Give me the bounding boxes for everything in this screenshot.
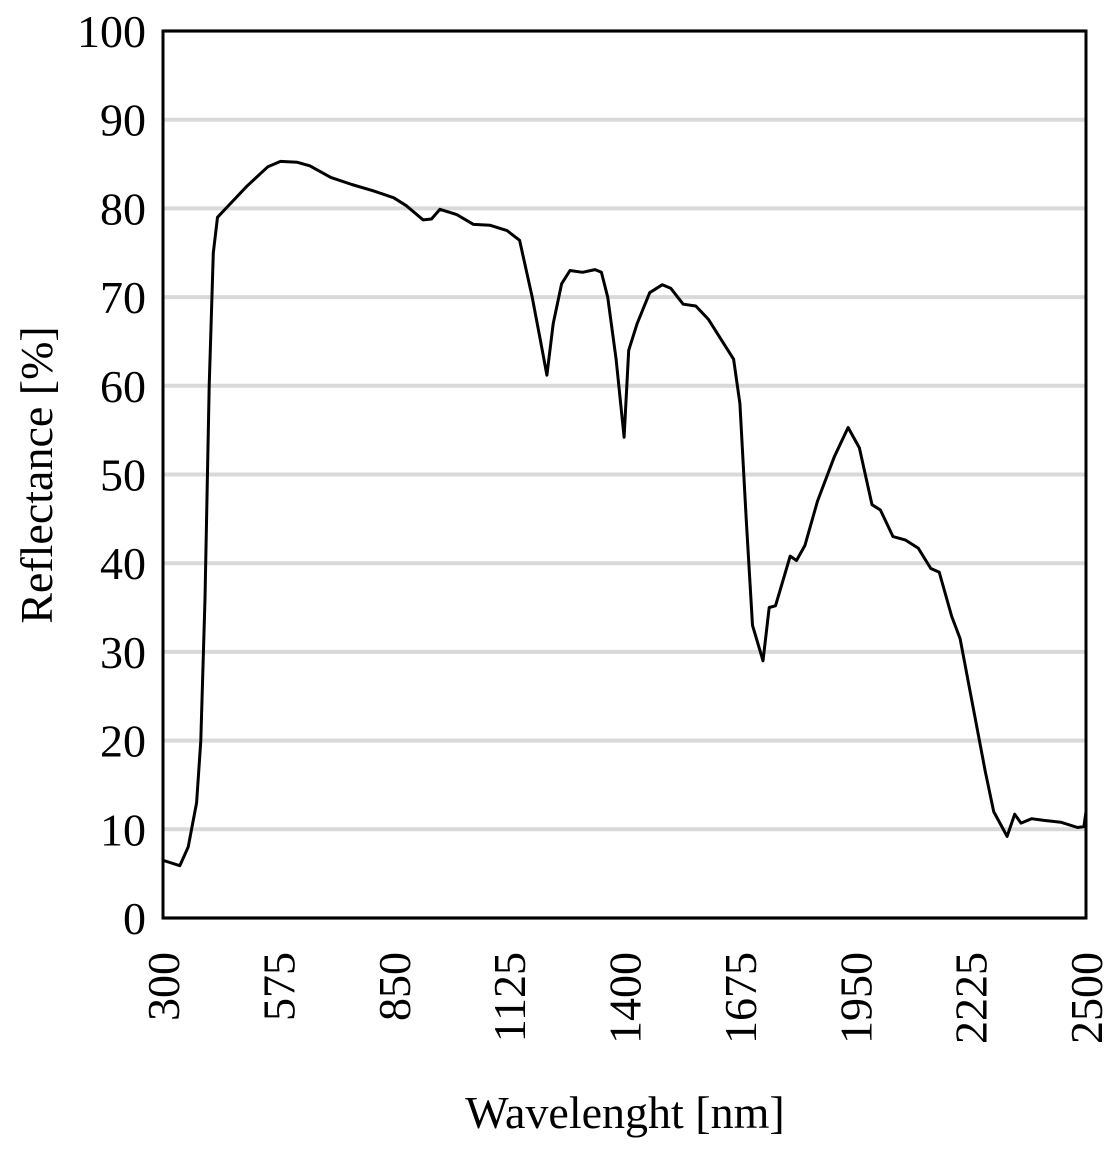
y-tick-label: 0	[123, 893, 146, 944]
y-tick-label: 60	[100, 361, 146, 412]
y-axis-title: Reflectance [%]	[11, 326, 62, 624]
x-tick-label: 2225	[946, 952, 997, 1044]
x-tick-label: 1675	[715, 952, 766, 1044]
y-tick-label: 70	[100, 272, 146, 323]
y-tick-label: 40	[100, 538, 146, 589]
y-tick-label: 30	[100, 627, 146, 678]
y-tick-label: 50	[100, 450, 146, 501]
x-tick-label: 1400	[600, 952, 651, 1044]
plot-frame	[161, 29, 1088, 920]
x-tick-label: 575	[253, 952, 304, 1021]
y-tick-label: 20	[100, 716, 146, 767]
x-tick-label: 850	[369, 952, 420, 1021]
x-tick-label: 1125	[484, 952, 535, 1042]
y-tick-label: 100	[77, 6, 146, 57]
x-tick-label: 300	[138, 952, 189, 1021]
y-tick-label: 90	[100, 95, 146, 146]
x-tick-label: 1950	[830, 952, 881, 1044]
y-tick-label: 10	[100, 804, 146, 855]
x-axis-title: Wavelenght [nm]	[465, 1087, 784, 1138]
x-tick-label: 2500	[1061, 952, 1112, 1044]
spectrum-line	[162, 159, 1088, 868]
y-tick-label: 80	[100, 183, 146, 234]
